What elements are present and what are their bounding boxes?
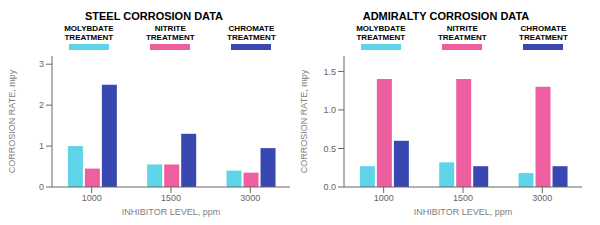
svg-text:1.5: 1.5 <box>323 67 336 77</box>
svg-text:0.0: 0.0 <box>323 182 336 192</box>
svg-text:1500: 1500 <box>161 193 181 203</box>
html-text:MOLYBDATE: MOLYBDATE <box>356 24 406 33</box>
html-text:CHROMATE: CHROMATE <box>228 24 275 33</box>
html-text:TREATMENT: TREATMENT <box>64 33 114 42</box>
html-text:TREATMENT: TREATMENT <box>437 33 487 42</box>
svg-text:0: 0 <box>39 182 44 192</box>
svg-text:2: 2 <box>39 100 44 110</box>
svg-text:0.5: 0.5 <box>323 144 336 154</box>
svg-text:INHIBITOR LEVEL, ppm: INHIBITOR LEVEL, ppm <box>122 207 220 217</box>
html-text:TREATMENT: TREATMENT <box>227 33 276 42</box>
svg-text:3: 3 <box>39 59 44 69</box>
html-text:NITRITE: NITRITE <box>154 24 186 33</box>
html-text:TREATMENT: TREATMENT <box>519 33 568 42</box>
svg-text:CORROSION RATE, mpy: CORROSION RATE, mpy <box>8 69 17 173</box>
html-text:NITRITE: NITRITE <box>446 24 478 33</box>
svg-text:INHIBITOR LEVEL, ppm: INHIBITOR LEVEL, ppm <box>414 207 512 217</box>
html-text:CHROMATE: CHROMATE <box>520 24 567 33</box>
svg-text:1000: 1000 <box>82 193 102 203</box>
html-text:TREATMENT: TREATMENT <box>145 33 195 42</box>
html-text:STEEL CORROSION DATA: STEEL CORROSION DATA <box>84 10 224 22</box>
svg-text:1000: 1000 <box>374 193 394 203</box>
svg-text:1: 1 <box>39 141 44 151</box>
svg-text:CORROSION RATE, mpy: CORROSION RATE, mpy <box>300 69 309 173</box>
svg-text:3000: 3000 <box>240 193 260 203</box>
html-text:TREATMENT: TREATMENT <box>356 33 406 42</box>
svg-text:1.0: 1.0 <box>323 105 336 115</box>
svg-text:3000: 3000 <box>532 193 552 203</box>
svg-text:1500: 1500 <box>453 193 473 203</box>
html-text:ADMIRALTY CORROSION DATA: ADMIRALTY CORROSION DATA <box>362 10 530 22</box>
html-text:MOLYBDATE: MOLYBDATE <box>64 24 114 33</box>
